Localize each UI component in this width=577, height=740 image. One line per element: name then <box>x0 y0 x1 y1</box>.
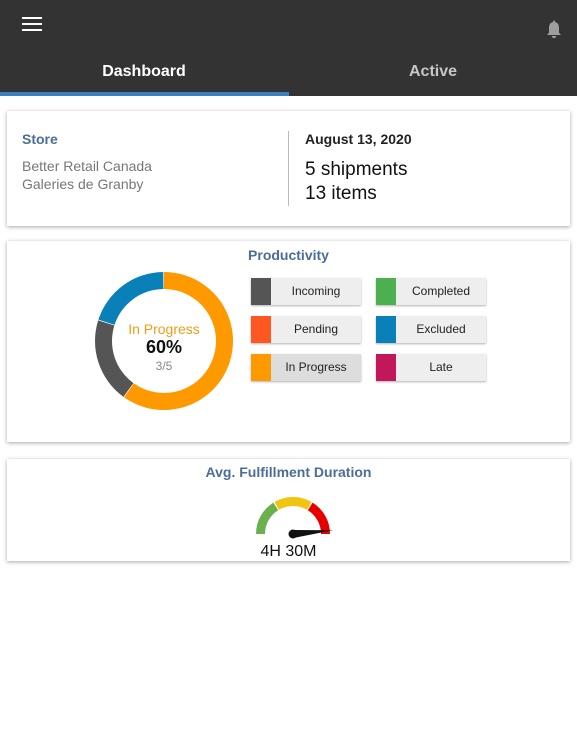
legend-swatch <box>251 278 271 305</box>
legend-swatch <box>376 316 396 343</box>
store-label: Store <box>22 131 58 147</box>
gauge-zone-3 <box>307 502 330 534</box>
hamburger-menu-icon[interactable] <box>22 16 42 32</box>
legend-in-progress-button[interactable]: In Progress <box>251 354 361 381</box>
donut-segment-excluded <box>98 272 164 325</box>
fulfillment-duration-card: Avg. Fulfillment Duration 4H 30M <box>7 459 570 561</box>
legend-label: Excluded <box>416 322 466 336</box>
legend-swatch <box>251 316 271 343</box>
legend-label: Completed <box>411 284 471 298</box>
items-count: 13 items <box>305 183 377 204</box>
legend-label: Late <box>429 360 453 374</box>
duration-gauge <box>256 497 333 539</box>
legend-swatch <box>251 354 271 381</box>
legend-late-button[interactable]: Late <box>376 354 486 381</box>
bell-icon[interactable] <box>545 20 563 40</box>
legend-label: In Progress <box>285 360 347 374</box>
legend-excluded-button[interactable]: Excluded <box>376 316 486 343</box>
legend-swatch <box>376 278 396 305</box>
store-card: Store Better Retail Canada Galeries de G… <box>7 111 570 226</box>
store-divider <box>288 131 289 206</box>
shipment-date: August 13, 2020 <box>305 131 412 147</box>
legend-pending-button[interactable]: Pending <box>251 316 361 343</box>
tab-active[interactable]: Active <box>408 63 458 80</box>
duration-title: Avg. Fulfillment Duration <box>205 464 372 480</box>
tab-dashboard[interactable]: Dashboard <box>102 63 186 80</box>
productivity-card: Productivity In Progress 60% 3/5 Incomin… <box>7 241 570 442</box>
donut-status-label: In Progress <box>128 321 200 337</box>
shipments-count: 5 shipments <box>305 159 408 180</box>
legend-label: Incoming <box>291 284 341 298</box>
legend-completed-button[interactable]: Completed <box>376 278 486 305</box>
store-location: Galeries de Granby <box>22 176 144 192</box>
tab-indicator <box>0 92 289 96</box>
duration-value: 4H 30M <box>260 543 317 560</box>
legend-incoming-button[interactable]: Incoming <box>251 278 361 305</box>
legend-swatch <box>376 354 396 381</box>
productivity-title: Productivity <box>248 247 329 263</box>
gauge-needle <box>292 530 333 538</box>
app-header: Dashboard Active <box>0 0 577 96</box>
donut-segment-incoming <box>95 320 134 397</box>
gauge-zone-1 <box>256 502 279 534</box>
gauge-zone-2 <box>274 497 312 510</box>
store-name: Better Retail Canada <box>22 158 152 174</box>
donut-percent: 60% <box>145 337 183 357</box>
legend-label: Pending <box>293 322 339 336</box>
donut-count: 3/5 <box>155 359 173 373</box>
productivity-donut <box>95 272 233 410</box>
donut-segment-in-progress <box>124 272 233 410</box>
gauge-needle-hub <box>288 529 298 539</box>
